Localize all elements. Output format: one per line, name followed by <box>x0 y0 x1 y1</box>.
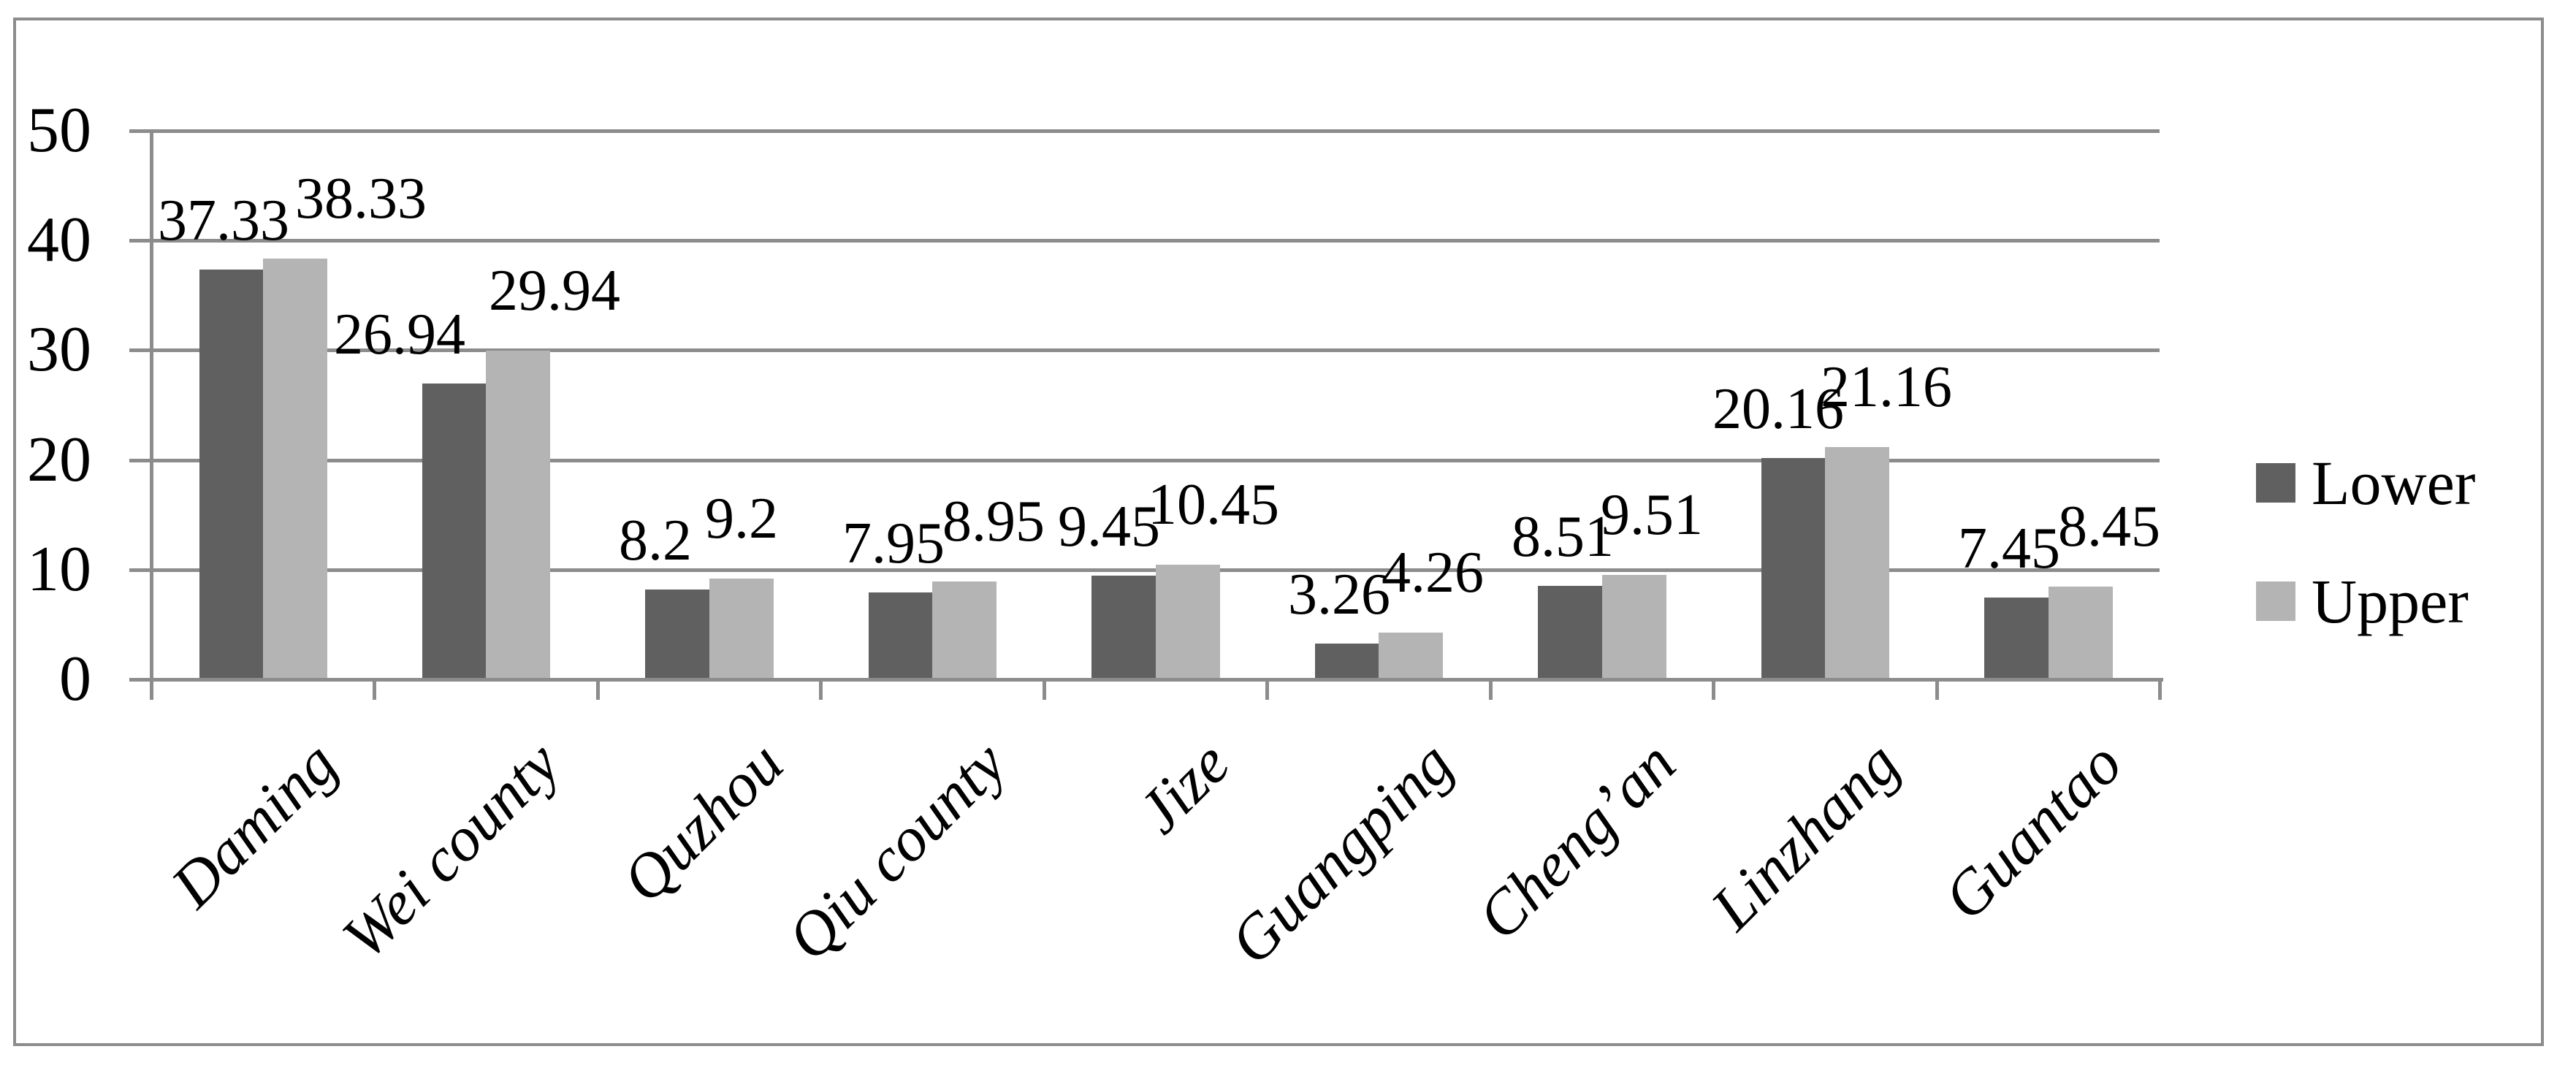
upper-swatch-icon <box>2256 581 2295 621</box>
bar-upper-5 <box>1156 565 1220 679</box>
x-axis-tick-4 <box>1043 679 1046 700</box>
bar-lower-9 <box>1984 598 2049 679</box>
gridline-50 <box>129 129 2160 133</box>
x-axis-tick-0 <box>150 679 153 700</box>
bar-upper-7 <box>1602 575 1666 679</box>
gridline-10 <box>129 568 2160 572</box>
bar-upper-1 <box>263 259 327 679</box>
data-label-upper-8: 21.16 <box>1821 355 1952 419</box>
bar-upper-9 <box>2049 587 2113 679</box>
lower-swatch-icon <box>2256 463 2295 503</box>
data-label-upper-6: 4.26 <box>1382 541 1484 605</box>
data-label-lower-1: 37.33 <box>158 188 289 253</box>
x-axis-tick-7 <box>1712 679 1715 700</box>
data-label-upper-7: 9.51 <box>1601 483 1703 547</box>
x-axis-tick-5 <box>1265 679 1269 700</box>
data-label-upper-4: 8.95 <box>942 489 1045 554</box>
y-tick-label-20: 20 <box>27 424 91 495</box>
data-label-upper-3: 9.2 <box>705 487 778 551</box>
legend-item-upper: Upper <box>2256 570 2469 633</box>
legend-item-lower: Lower <box>2256 451 2475 514</box>
bar-lower-3 <box>645 590 709 679</box>
x-axis-tick-2 <box>596 679 600 700</box>
data-label-lower-3: 8.2 <box>619 508 692 573</box>
bar-lower-5 <box>1091 576 1156 679</box>
bar-upper-4 <box>932 581 997 679</box>
y-tick-label-0: 0 <box>59 644 91 714</box>
x-axis-tick-6 <box>1489 679 1493 700</box>
bar-upper-3 <box>709 579 774 679</box>
bar-upper-2 <box>486 351 550 679</box>
gridline-20 <box>129 459 2160 462</box>
bar-lower-1 <box>199 270 264 679</box>
x-axis-tick-8 <box>1935 679 1939 700</box>
y-tick-label-40: 40 <box>27 205 91 275</box>
bar-upper-8 <box>1825 447 1889 679</box>
data-label-upper-5: 10.45 <box>1148 473 1279 537</box>
x-axis-line <box>129 678 2163 682</box>
x-axis-tick-3 <box>819 679 823 700</box>
gridline-40 <box>129 239 2160 243</box>
legend-label-lower: Lower <box>2312 448 2476 518</box>
y-tick-label-10: 10 <box>27 534 91 605</box>
bar-upper-6 <box>1379 633 1443 679</box>
x-axis-tick-1 <box>373 679 376 700</box>
x-axis-tick-9 <box>2158 679 2162 700</box>
data-label-upper-2: 29.94 <box>489 259 620 323</box>
data-label-lower-5: 9.45 <box>1058 495 1160 559</box>
y-axis-line <box>150 131 153 700</box>
bar-lower-2 <box>422 384 487 679</box>
data-label-lower-4: 7.95 <box>842 511 945 576</box>
gridline-30 <box>129 348 2160 352</box>
legend-label-upper: Upper <box>2312 566 2469 636</box>
data-label-lower-8: 20.16 <box>1712 377 1844 441</box>
data-label-lower-9: 7.45 <box>1958 516 2060 581</box>
data-label-lower-7: 8.51 <box>1512 505 1614 569</box>
data-label-upper-1: 38.33 <box>295 167 427 231</box>
data-label-lower-2: 26.94 <box>334 302 465 367</box>
y-tick-label-30: 30 <box>27 314 91 385</box>
data-label-lower-6: 3.26 <box>1288 562 1390 627</box>
bar-lower-6 <box>1315 644 1379 679</box>
data-label-upper-9: 8.45 <box>2058 495 2160 559</box>
bar-lower-8 <box>1761 458 1826 679</box>
y-tick-label-50: 50 <box>27 95 91 166</box>
bar-lower-4 <box>869 592 933 679</box>
bar-lower-7 <box>1538 586 1602 679</box>
